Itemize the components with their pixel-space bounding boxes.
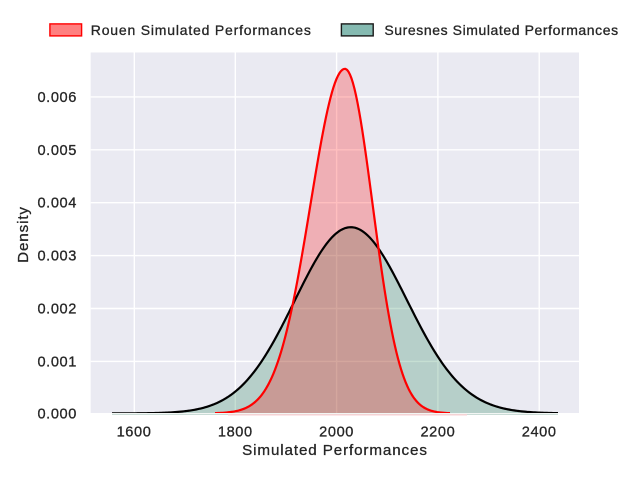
svg-text:Density: Density [15, 206, 32, 263]
svg-text:0.002: 0.002 [37, 302, 77, 318]
svg-text:Suresnes Simulated Performance: Suresnes Simulated Performances [384, 22, 618, 38]
svg-text:0.001: 0.001 [37, 354, 77, 370]
svg-text:2200: 2200 [420, 425, 455, 441]
svg-text:0.005: 0.005 [37, 143, 77, 159]
svg-text:0.003: 0.003 [37, 249, 77, 265]
svg-text:1800: 1800 [218, 425, 253, 441]
svg-text:1600: 1600 [117, 425, 152, 441]
svg-text:0.004: 0.004 [37, 196, 77, 212]
svg-text:2400: 2400 [522, 425, 557, 441]
svg-text:Rouen Simulated Performances: Rouen Simulated Performances [91, 22, 312, 38]
svg-text:2000: 2000 [319, 425, 354, 441]
svg-text:0.000: 0.000 [37, 407, 77, 423]
svg-text:0.006: 0.006 [37, 90, 77, 106]
svg-text:Simulated Performances: Simulated Performances [242, 442, 428, 459]
